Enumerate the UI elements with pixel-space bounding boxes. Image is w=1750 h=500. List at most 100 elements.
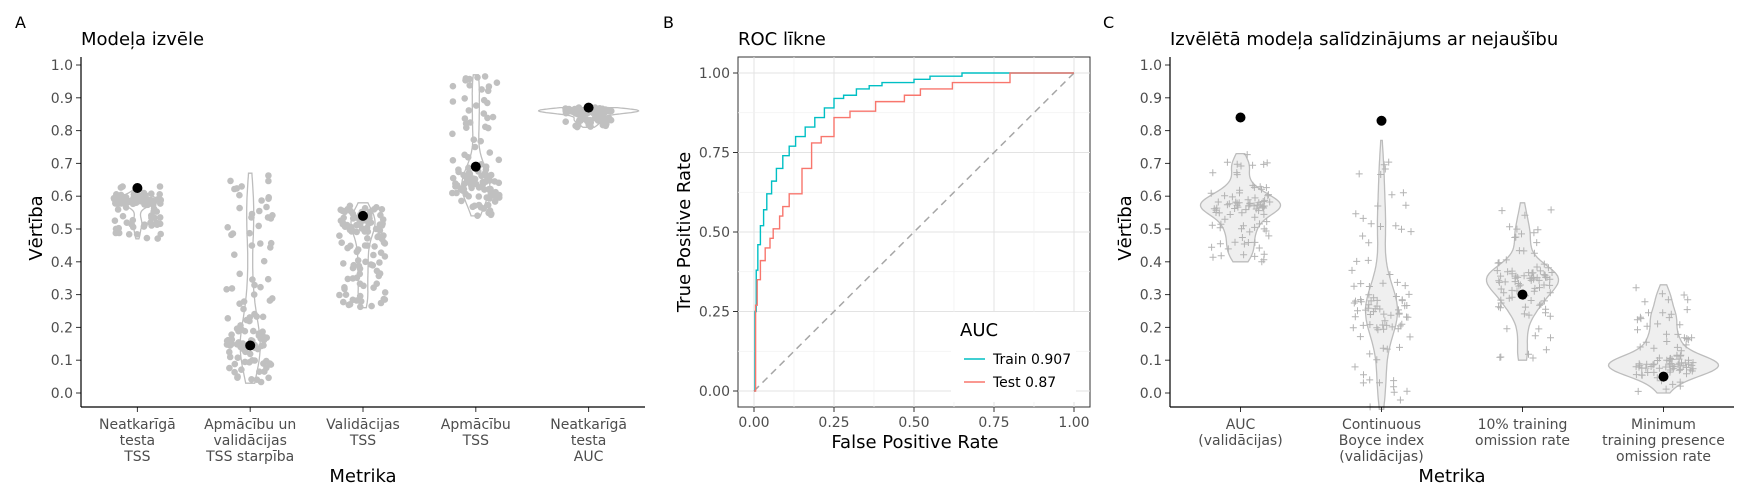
jitter-point	[1367, 220, 1375, 228]
legend-label-train: Train 0.907	[992, 352, 1071, 368]
x-tick-label: Apmācību	[441, 417, 511, 433]
selected-model-point	[1376, 115, 1387, 126]
jitter-point	[349, 275, 357, 282]
jitter-point	[474, 74, 481, 81]
jitter-point	[1350, 299, 1358, 307]
jitter-point	[378, 206, 386, 213]
jitter-point	[1632, 284, 1640, 292]
jitter-point	[246, 350, 254, 358]
jitter-point	[1405, 290, 1413, 298]
jitter-point	[1359, 214, 1367, 222]
jitter-point	[1540, 297, 1548, 305]
jitter-point	[234, 374, 241, 382]
jitter-point	[148, 190, 155, 197]
jitter-point	[227, 177, 234, 185]
jitter-point	[1395, 309, 1403, 317]
jitter-point	[1216, 224, 1224, 232]
jitter-point	[1233, 160, 1241, 168]
jitter-point	[475, 184, 483, 191]
jitter-point	[1644, 369, 1652, 376]
jitter-point	[376, 227, 384, 234]
legend-label-test: Test 0.87	[992, 375, 1056, 391]
panel-a-title: Modeļa izvēle	[81, 29, 204, 50]
jitter-point	[236, 204, 243, 212]
jitter-point	[480, 110, 488, 117]
jitter-point	[150, 208, 157, 215]
jitter-point	[249, 276, 256, 283]
jitter-point	[1262, 184, 1270, 192]
y-tick-label: 0.75	[699, 146, 730, 162]
jitter-point	[1217, 252, 1225, 260]
jitter-point	[1495, 303, 1503, 311]
jitter-point	[1252, 205, 1260, 213]
jitter-point	[1533, 239, 1541, 247]
x-tick-label: 0.25	[818, 415, 849, 431]
jitter-point	[123, 219, 131, 226]
jitter-point	[226, 353, 234, 361]
jitter-point	[464, 178, 472, 186]
jitter-point	[1530, 249, 1538, 257]
jitter-point	[129, 223, 137, 231]
jitter-point	[1360, 371, 1367, 379]
jitter-point	[1251, 223, 1259, 231]
jitter-point	[1515, 247, 1523, 255]
jitter-point	[344, 205, 351, 213]
y-tick-label: 0.7	[1140, 156, 1162, 172]
jitter-point	[1233, 199, 1241, 207]
jitter-point	[474, 212, 481, 219]
jitter-point	[1228, 193, 1236, 201]
jitter-point	[477, 204, 485, 211]
jitter-point	[1238, 225, 1245, 233]
jitter-point	[1245, 202, 1253, 210]
jitter-point	[1682, 341, 1690, 349]
jitter-point	[373, 204, 380, 211]
jitter-point	[246, 317, 253, 325]
jitter-point	[231, 251, 238, 258]
jitter-point	[1650, 360, 1658, 368]
x-tick-label: testa	[571, 433, 606, 449]
jitter-point	[376, 259, 383, 266]
jitter-point	[493, 79, 501, 86]
jitter-point	[143, 234, 151, 242]
jitter-point	[1399, 189, 1407, 197]
jitter-point	[1373, 356, 1381, 364]
jitter-point	[156, 183, 164, 190]
jitter-point	[1251, 213, 1259, 221]
jitter-point	[1498, 207, 1506, 215]
panel-c-y-ticks: 0.0 0.1 0.2 0.3 0.4 0.5 0.6 0.7 0.8 0.9 1.0	[1140, 58, 1170, 402]
x-tick-label: 0.50	[898, 415, 929, 431]
violin	[1364, 139, 1399, 411]
jitter-point	[1635, 360, 1643, 368]
jitter-point	[1393, 278, 1401, 286]
jitter-point	[1529, 354, 1537, 362]
jitter-point	[1525, 311, 1533, 319]
jitter-point	[133, 191, 140, 199]
jitter-point	[1665, 361, 1673, 369]
x-tick-label: TSS	[123, 449, 150, 465]
jitter-point	[345, 301, 353, 309]
jitter-point	[1348, 266, 1356, 274]
violin	[1485, 202, 1560, 361]
jitter-point	[148, 222, 155, 229]
jitter-point	[1531, 332, 1539, 340]
jitter-point	[1546, 312, 1554, 320]
jitter-point	[1497, 296, 1505, 304]
jitter-point	[1383, 321, 1391, 329]
jitter-point	[1374, 202, 1382, 210]
jitter-point	[246, 229, 253, 237]
jitter-point	[1535, 325, 1543, 333]
jitter-point	[1666, 366, 1674, 374]
jitter-point	[1263, 218, 1271, 226]
jitter-point	[1236, 186, 1244, 194]
jitter-point	[1365, 283, 1373, 290]
jitter-point	[234, 354, 242, 362]
jitter-point	[466, 119, 474, 126]
jitter-point	[241, 358, 249, 366]
jitter-point	[1376, 379, 1383, 387]
jitter-point	[455, 168, 462, 176]
jitter-point	[1249, 161, 1257, 169]
selected-model-point	[583, 102, 594, 113]
jitter-point	[231, 185, 238, 193]
jitter-point	[1231, 205, 1239, 212]
jitter-point	[1398, 225, 1405, 233]
